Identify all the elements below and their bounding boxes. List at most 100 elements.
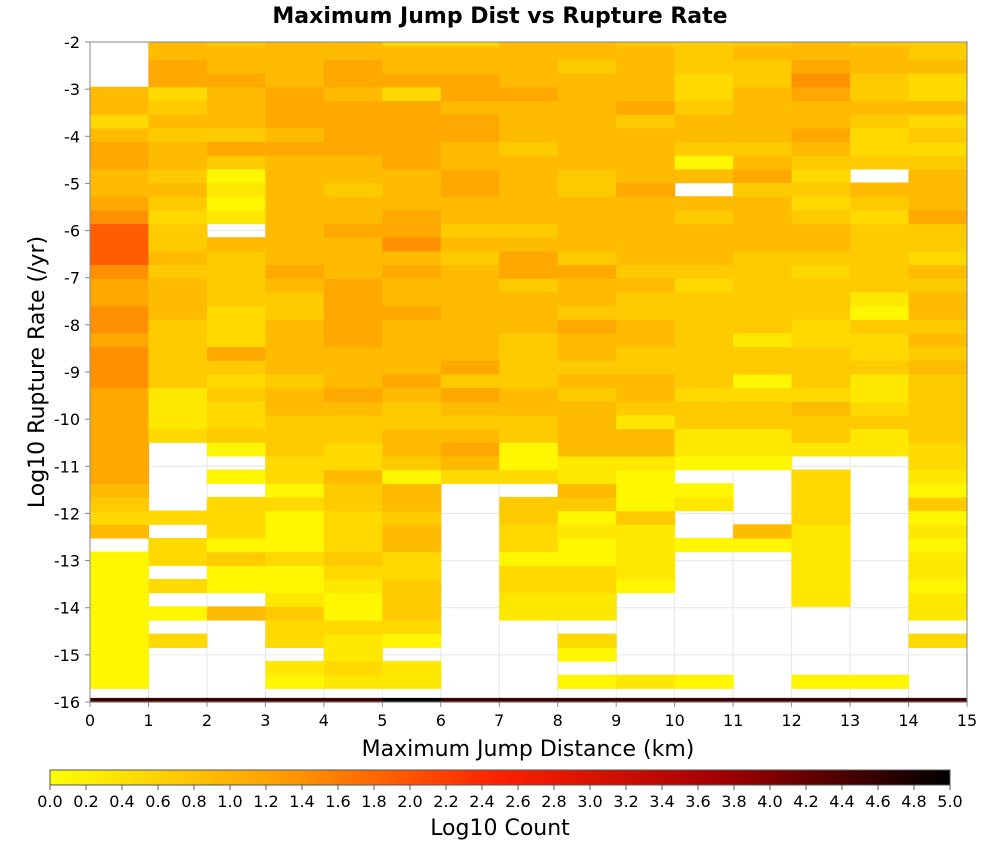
heatmap-cell <box>850 45 910 61</box>
heatmap-cell <box>616 319 676 334</box>
heatmap-cell <box>733 141 793 156</box>
heatmap-cell <box>908 524 968 539</box>
heatmap-cell <box>499 524 559 539</box>
heatmap-cell <box>499 332 559 348</box>
heatmap-cell <box>323 647 383 662</box>
heatmap-cell <box>791 237 851 252</box>
heatmap-cell <box>908 578 968 594</box>
heatmap-cell <box>265 373 325 389</box>
heatmap-cell <box>323 565 383 580</box>
y-axis-title: Log10 Rupture Rate (/yr) <box>25 236 50 508</box>
heatmap-cell <box>616 496 676 512</box>
heatmap-cell <box>323 483 383 498</box>
heatmap-cell <box>206 278 266 293</box>
heatmap-cell <box>499 196 559 211</box>
heatmap-cell <box>674 237 734 252</box>
heatmap-cell <box>323 250 383 266</box>
heatmap-cell <box>674 319 734 334</box>
heatmap-cell <box>616 141 676 156</box>
colorbar-tick-label: 4.4 <box>829 792 854 811</box>
heatmap-cell <box>616 264 676 279</box>
heatmap-cell <box>382 592 442 607</box>
heatmap-cell <box>674 141 734 156</box>
heatmap-cell <box>674 401 734 416</box>
heatmap-cell <box>733 387 793 402</box>
heatmap-cell <box>499 360 559 375</box>
heatmap-cell <box>90 114 150 129</box>
heatmap-cell <box>265 278 325 293</box>
heatmap-cell <box>674 387 734 402</box>
heatmap-cell <box>440 346 500 361</box>
heatmap-cell <box>557 346 617 361</box>
x-tick-label: 1 <box>143 711 153 730</box>
heatmap-cell <box>90 346 150 361</box>
heatmap-cell <box>382 332 442 348</box>
heatmap-cell <box>206 442 266 457</box>
heatmap-cell <box>382 496 442 512</box>
heatmap-cell <box>206 319 266 334</box>
heatmap-cell <box>148 155 208 170</box>
heatmap-cell <box>557 182 617 197</box>
heatmap-cell <box>616 360 676 375</box>
heatmap-cell <box>148 250 208 266</box>
heatmap-cell <box>557 168 617 184</box>
heatmap-cell <box>908 168 968 184</box>
heatmap-cell <box>440 305 500 320</box>
heatmap-cell <box>265 100 325 115</box>
heatmap-cell <box>557 100 617 115</box>
heatmap-cell <box>850 209 910 225</box>
heatmap-cell <box>557 319 617 334</box>
heatmap-cell <box>323 633 383 648</box>
heatmap-cell <box>323 305 383 320</box>
heatmap-cell <box>382 537 442 553</box>
heatmap-cell <box>791 510 851 525</box>
heatmap-cell <box>206 250 266 266</box>
heatmap-cell <box>382 606 442 621</box>
colorbar-tick-label: 3.0 <box>577 792 602 811</box>
heatmap-cell <box>850 237 910 252</box>
heatmap-cell <box>791 697 851 703</box>
heatmap-cell <box>850 278 910 293</box>
heatmap-cell <box>733 360 793 375</box>
heatmap-cell <box>908 373 968 389</box>
heatmap-cell <box>265 428 325 443</box>
heatmap-cell <box>206 59 266 74</box>
heatmap-cell <box>90 633 150 648</box>
heatmap-cell <box>148 291 208 307</box>
colorbar-tick-label: 0.6 <box>145 792 170 811</box>
heatmap-cell <box>148 73 208 88</box>
heatmap-cell <box>206 387 266 402</box>
heatmap-cell <box>382 59 442 74</box>
heatmap-cell <box>557 647 617 662</box>
heatmap-cell <box>674 114 734 129</box>
heatmap-cell <box>265 578 325 594</box>
heatmap-cell <box>616 86 676 102</box>
heatmap-cell <box>265 346 325 361</box>
heatmap-cell <box>90 647 150 662</box>
heatmap-cell <box>148 45 208 61</box>
heatmap-cell <box>90 565 150 580</box>
heatmap-cell <box>148 42 208 47</box>
heatmap-cell <box>90 510 150 525</box>
heatmap-cell <box>499 551 559 566</box>
heatmap-cell <box>616 346 676 361</box>
heatmap-cell <box>908 565 968 580</box>
heatmap-cell <box>206 373 266 389</box>
heatmap-cell <box>674 100 734 115</box>
heatmap-cell <box>499 414 559 430</box>
heatmap-cell <box>908 606 968 621</box>
heatmap-cell <box>382 237 442 252</box>
heatmap-cell <box>733 209 793 225</box>
heatmap-cell <box>382 182 442 197</box>
heatmap-cell <box>733 455 793 471</box>
heatmap-cell <box>265 59 325 74</box>
heatmap-cell <box>206 100 266 115</box>
heatmap-cell <box>616 442 676 457</box>
heatmap-cell <box>265 387 325 402</box>
heatmap-cell <box>265 223 325 238</box>
heatmap-cell <box>440 196 500 211</box>
x-tick-label: 6 <box>436 711 446 730</box>
heatmap-cell <box>908 141 968 156</box>
heatmap-cell <box>323 660 383 676</box>
colorbar-tick-label: 3.6 <box>685 792 710 811</box>
